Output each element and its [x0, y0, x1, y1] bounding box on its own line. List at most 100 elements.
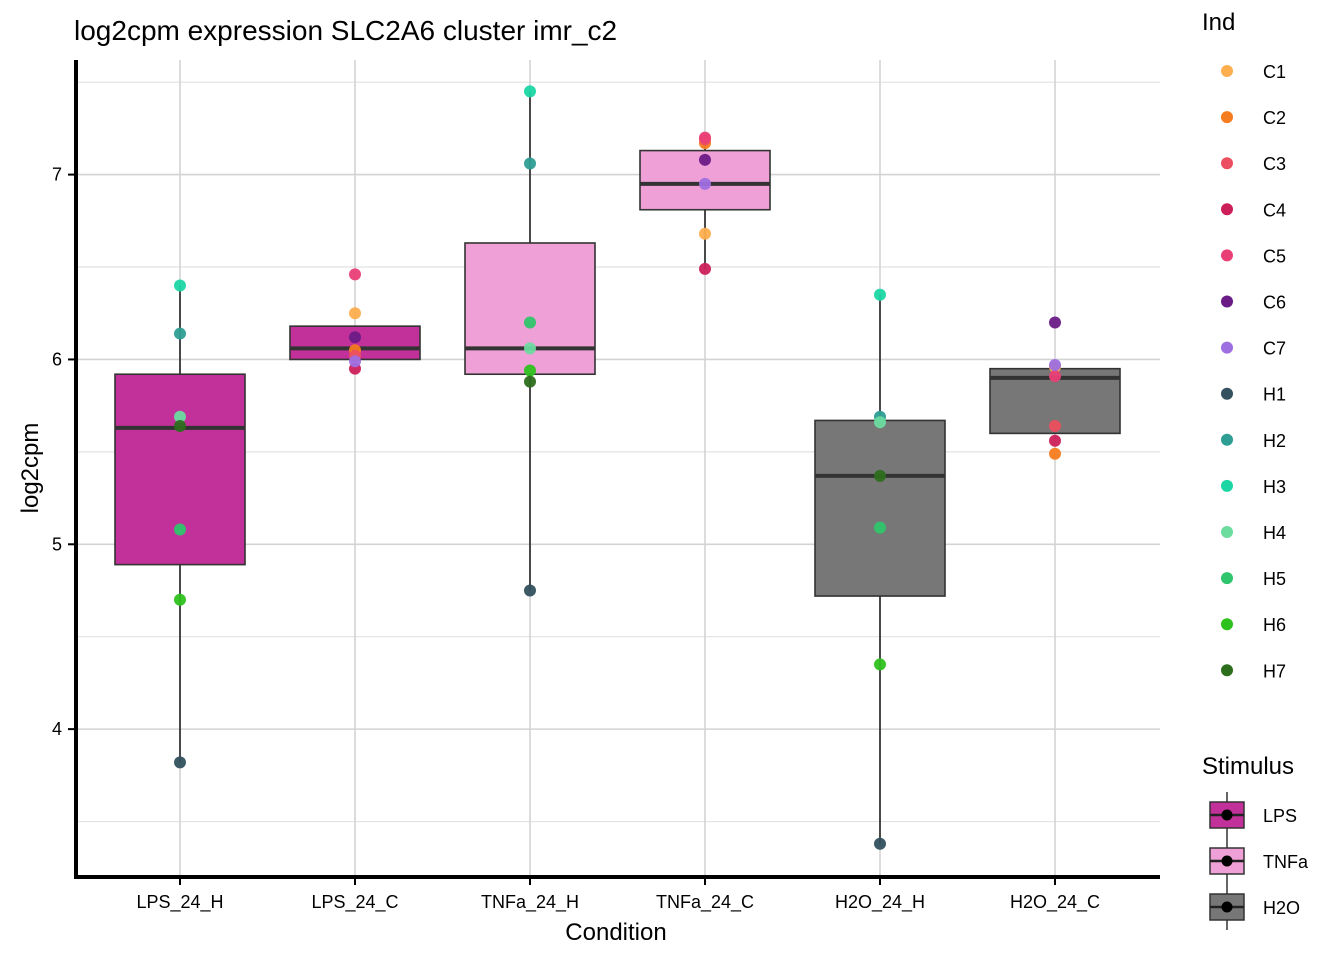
legend-ind-item: H2	[1221, 431, 1286, 451]
point-H1	[874, 837, 886, 850]
legend-stimulus-item: H2O	[1209, 884, 1300, 930]
y-tick-label: 5	[52, 534, 62, 554]
legend-ind-item: C5	[1221, 246, 1286, 266]
point-H1	[524, 584, 536, 597]
legend-ind-label: C2	[1263, 108, 1286, 128]
x-tick-label: H2O_24_H	[835, 892, 925, 913]
y-tick-label: 7	[52, 165, 62, 185]
point-H3	[174, 279, 186, 292]
point-C1	[699, 227, 711, 240]
x-tick-label: LPS_24_C	[311, 892, 398, 913]
x-tick-label: TNFa_24_H	[481, 892, 579, 913]
point-H2	[524, 157, 536, 170]
legend-ind-swatch	[1221, 249, 1233, 262]
axes	[74, 60, 1160, 879]
legend-ind-swatch	[1221, 295, 1233, 308]
point-H7	[174, 419, 186, 432]
y-tick-label: 6	[52, 349, 62, 369]
legend-ind-item: H7	[1221, 661, 1286, 681]
point-H7	[874, 469, 886, 482]
legend-stimulus-item: LPS	[1209, 792, 1297, 838]
legend-ind-swatch	[1221, 387, 1233, 400]
legend-stimulus-point	[1221, 901, 1233, 913]
legend-ind-label: H5	[1263, 569, 1286, 589]
legend-ind-label: C7	[1263, 339, 1286, 359]
point-H5	[874, 521, 886, 534]
point-H6	[524, 364, 536, 377]
legend-ind-item: H4	[1221, 523, 1286, 543]
point-C6	[349, 331, 361, 344]
legend-stimulus-point	[1221, 809, 1233, 821]
point-H3	[524, 85, 536, 98]
data-points	[174, 85, 1061, 850]
axis-ticks: 4 5 6 7 LPS_24_H LPS_24_C TNFa_24_H TNFa_24_C H2…	[52, 165, 1100, 913]
legend-ind-swatch	[1221, 572, 1233, 585]
point-H4	[524, 342, 536, 355]
legend-ind-label: H3	[1263, 477, 1286, 497]
legend-ind-label: C3	[1263, 154, 1286, 174]
legend-ind-swatch	[1221, 65, 1233, 77]
legend-ind-swatch	[1221, 664, 1233, 677]
point-C4	[699, 262, 711, 275]
point-H6	[174, 593, 186, 606]
point-C7	[349, 355, 361, 368]
legend-ind-label: C1	[1263, 62, 1286, 82]
legend-ind-label: H2	[1263, 431, 1286, 451]
x-axis-title: Condition	[565, 919, 666, 946]
legend-ind-item: C4	[1221, 200, 1286, 220]
legend-ind-swatch	[1221, 433, 1233, 446]
x-tick-label: LPS_24_H	[136, 892, 223, 913]
point-H2	[174, 327, 186, 340]
y-tick-label: 4	[52, 719, 62, 739]
legend-ind-label: H4	[1263, 523, 1286, 543]
legend-ind-label: H6	[1263, 615, 1286, 635]
legend-ind-item: H1	[1221, 385, 1286, 405]
legend-stimulus-label: LPS	[1263, 806, 1297, 826]
point-C7	[699, 177, 711, 190]
x-tick-label: H2O_24_C	[1010, 892, 1100, 913]
legend-ind-swatch	[1221, 526, 1233, 538]
legend-stimulus: Stimulus LPS TNFa H2O	[1202, 753, 1309, 930]
box-iqr	[464, 242, 596, 376]
legend-ind-swatch	[1221, 111, 1233, 124]
box-iqr	[114, 373, 246, 566]
legend-stimulus-label: TNFa	[1263, 852, 1309, 872]
legend-ind-item: C1	[1221, 62, 1286, 82]
legend-ind-item: H3	[1221, 477, 1286, 497]
point-C5	[349, 268, 361, 281]
legend-ind-item: H6	[1221, 615, 1286, 635]
point-H7	[524, 375, 536, 388]
point-H1	[174, 756, 186, 769]
box-H2O_24_H	[814, 294, 946, 844]
point-H5	[524, 316, 536, 329]
legend-ind-label: C4	[1263, 200, 1286, 220]
point-H3	[874, 288, 886, 301]
legend-ind-swatch	[1221, 341, 1233, 354]
point-C4	[1049, 434, 1061, 447]
point-H4	[174, 410, 186, 423]
legend-ind-item: H5	[1221, 569, 1286, 589]
point-C1	[349, 307, 361, 320]
legend-ind: Ind C1 C2 C3 C4 C5 C6 C7 H1 H2 H3 H4 H5 H6 H7	[1202, 9, 1286, 681]
legend-stimulus-item: TNFa	[1209, 838, 1309, 884]
legend-stimulus-title: Stimulus	[1202, 753, 1294, 780]
legend-ind-label: C5	[1263, 246, 1286, 266]
legend-ind-swatch	[1221, 618, 1233, 631]
point-C6	[699, 153, 711, 166]
legend-ind-swatch	[1221, 203, 1233, 216]
legend-stimulus-label: H2O	[1263, 898, 1300, 918]
point-C3	[1049, 419, 1061, 432]
point-C6	[1049, 316, 1061, 329]
point-C2	[1049, 447, 1061, 460]
legend-ind-item: C6	[1221, 293, 1286, 313]
point-C5	[1049, 370, 1061, 383]
x-tick-label: TNFa_24_C	[656, 892, 754, 913]
point-H5	[174, 523, 186, 536]
y-axis-title: log2cpm	[17, 423, 44, 514]
legend-stimulus-point	[1221, 855, 1233, 867]
point-H4	[874, 416, 886, 429]
point-C5	[699, 131, 711, 144]
box-plots	[114, 91, 1121, 844]
legend-ind-label: H7	[1263, 661, 1286, 681]
